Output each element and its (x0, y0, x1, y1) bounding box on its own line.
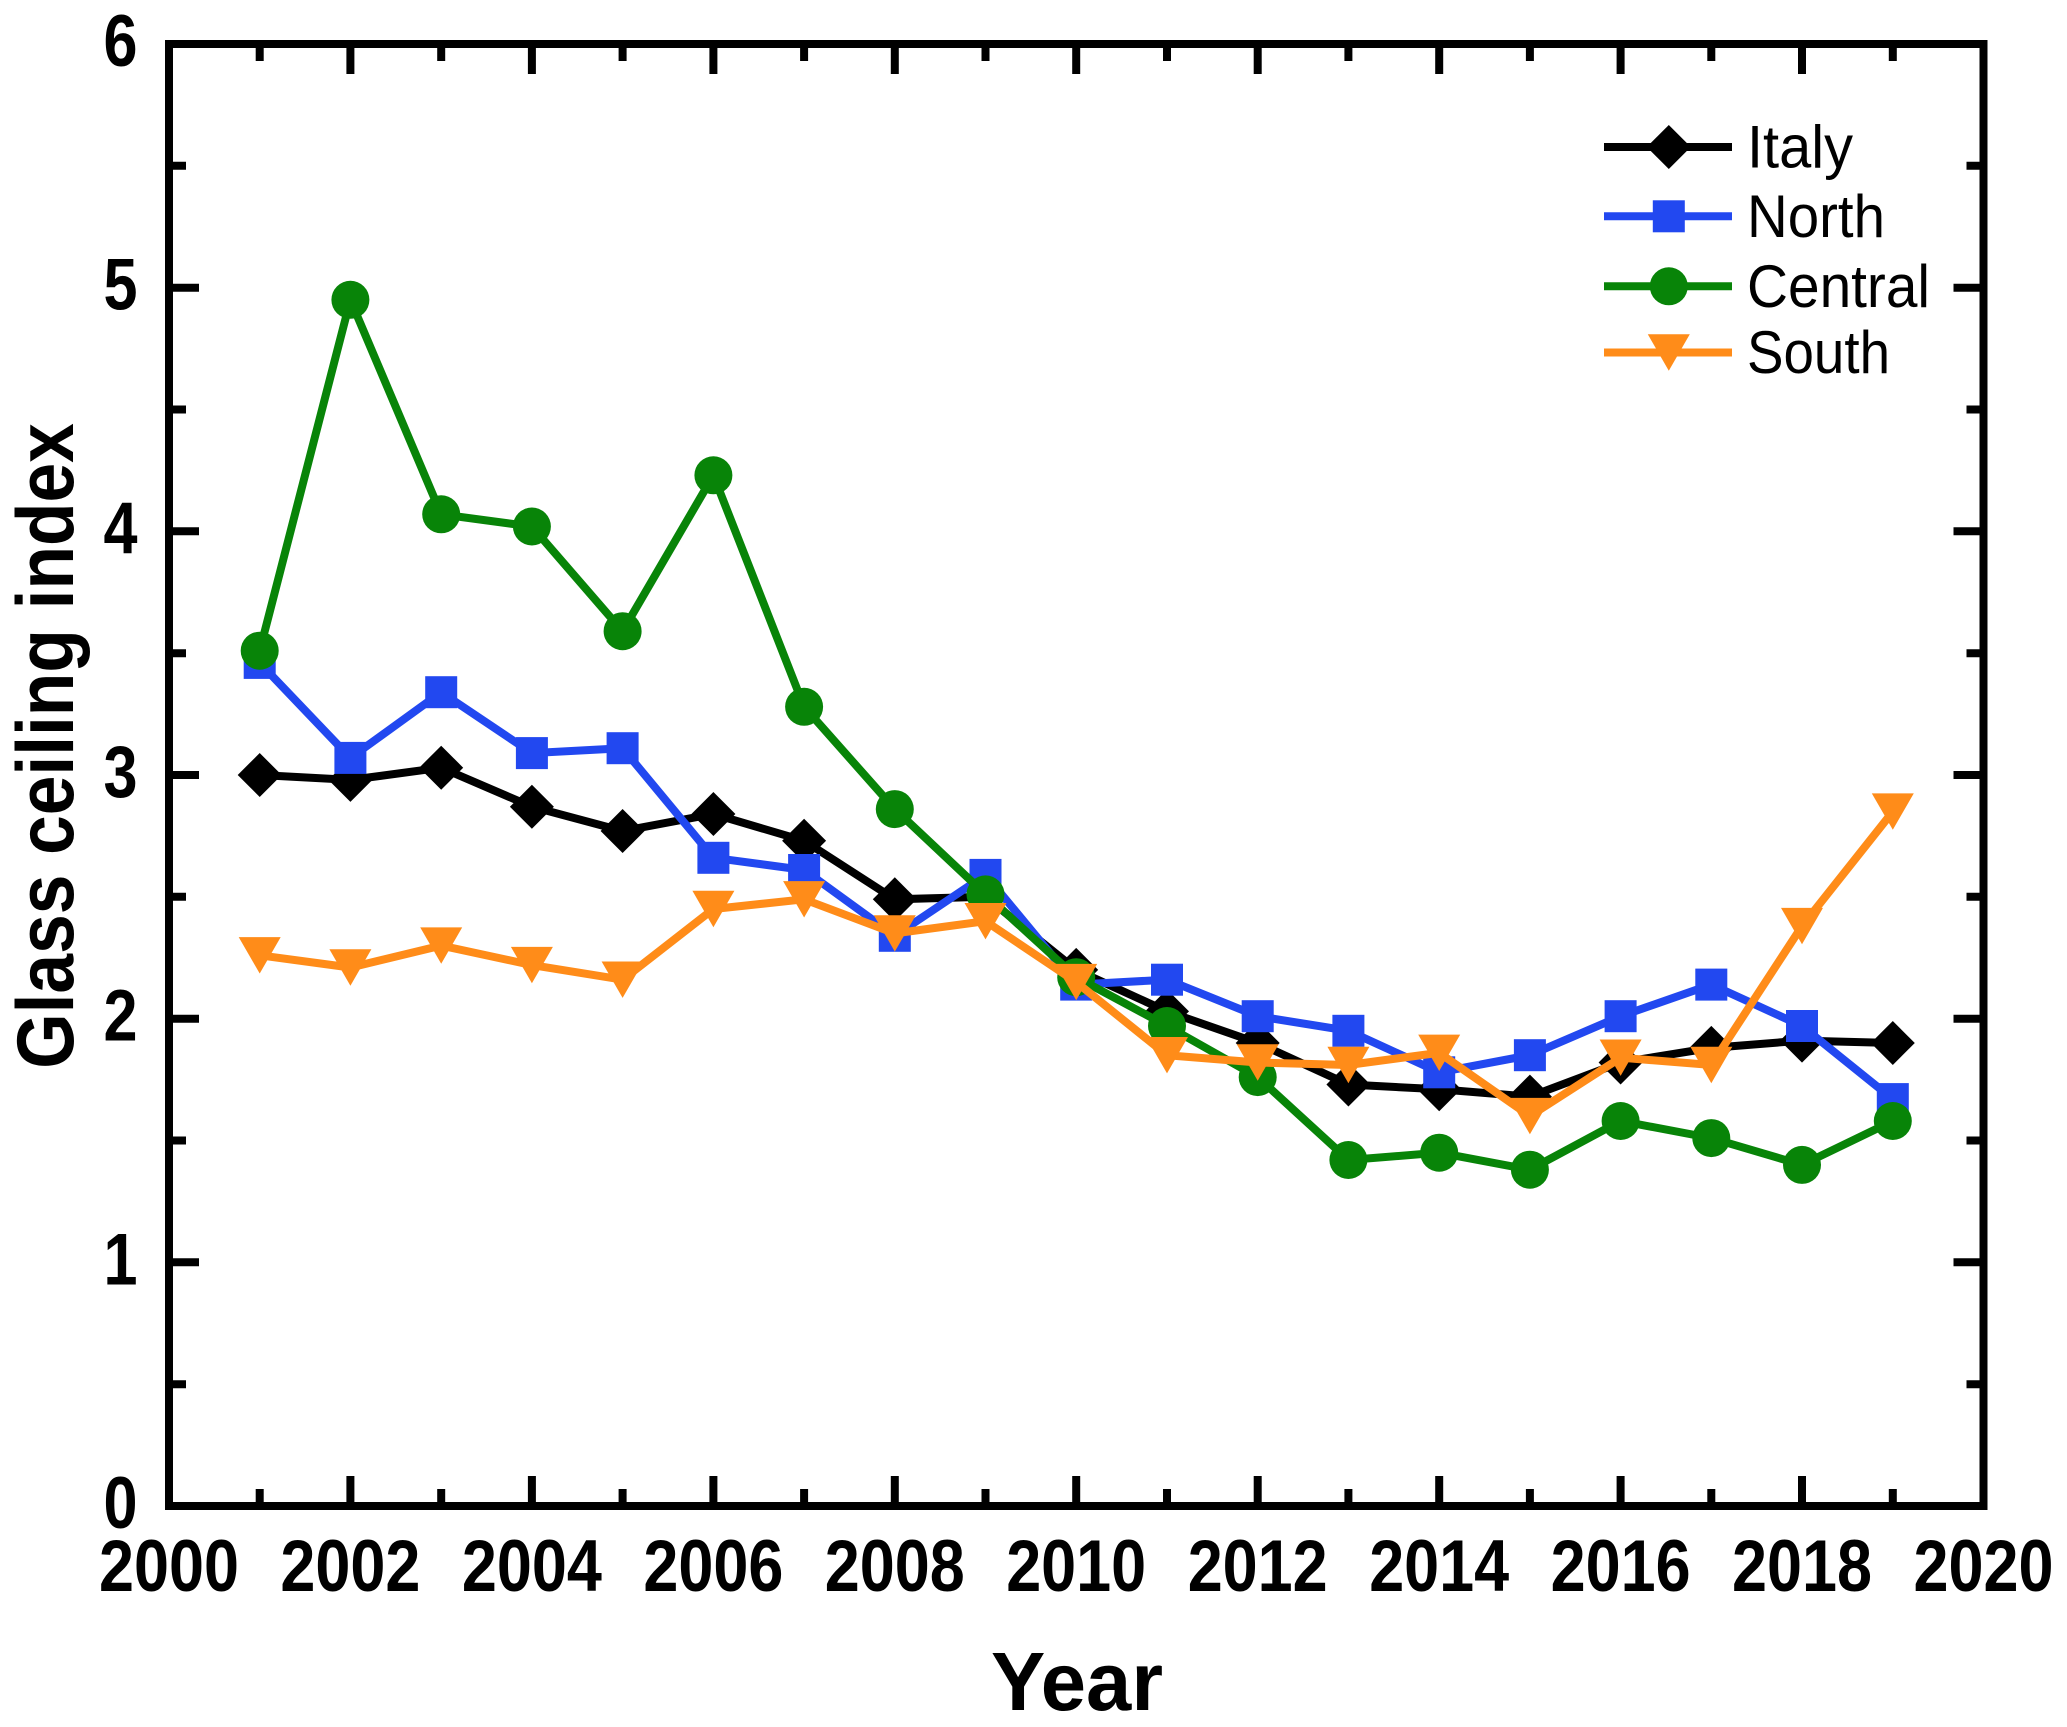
svg-text:North: North (1747, 183, 1885, 250)
svg-text:2012: 2012 (1188, 1526, 1328, 1607)
svg-text:5: 5 (104, 245, 138, 326)
svg-text:2010: 2010 (1006, 1526, 1146, 1607)
svg-text:2016: 2016 (1551, 1526, 1691, 1607)
svg-text:2006: 2006 (643, 1526, 783, 1607)
svg-text:0: 0 (104, 1463, 138, 1544)
svg-text:2: 2 (104, 976, 138, 1057)
svg-text:2020: 2020 (1914, 1526, 2054, 1607)
svg-text:2018: 2018 (1732, 1526, 1872, 1607)
svg-text:Year: Year (991, 1635, 1163, 1727)
svg-text:2004: 2004 (462, 1526, 602, 1607)
svg-text:South: South (1747, 319, 1890, 386)
svg-text:3: 3 (104, 732, 138, 813)
svg-text:4: 4 (104, 488, 138, 569)
svg-text:1: 1 (104, 1219, 138, 1300)
svg-text:6: 6 (104, 1, 138, 82)
svg-text:Central: Central (1747, 253, 1930, 320)
svg-text:2002: 2002 (280, 1526, 420, 1607)
svg-text:2000: 2000 (99, 1526, 239, 1607)
svg-text:2014: 2014 (1369, 1526, 1509, 1607)
svg-text:2008: 2008 (825, 1526, 965, 1607)
svg-text:Italy: Italy (1747, 114, 1853, 181)
svg-text:Glass ceiling index: Glass ceiling index (1, 423, 91, 1069)
